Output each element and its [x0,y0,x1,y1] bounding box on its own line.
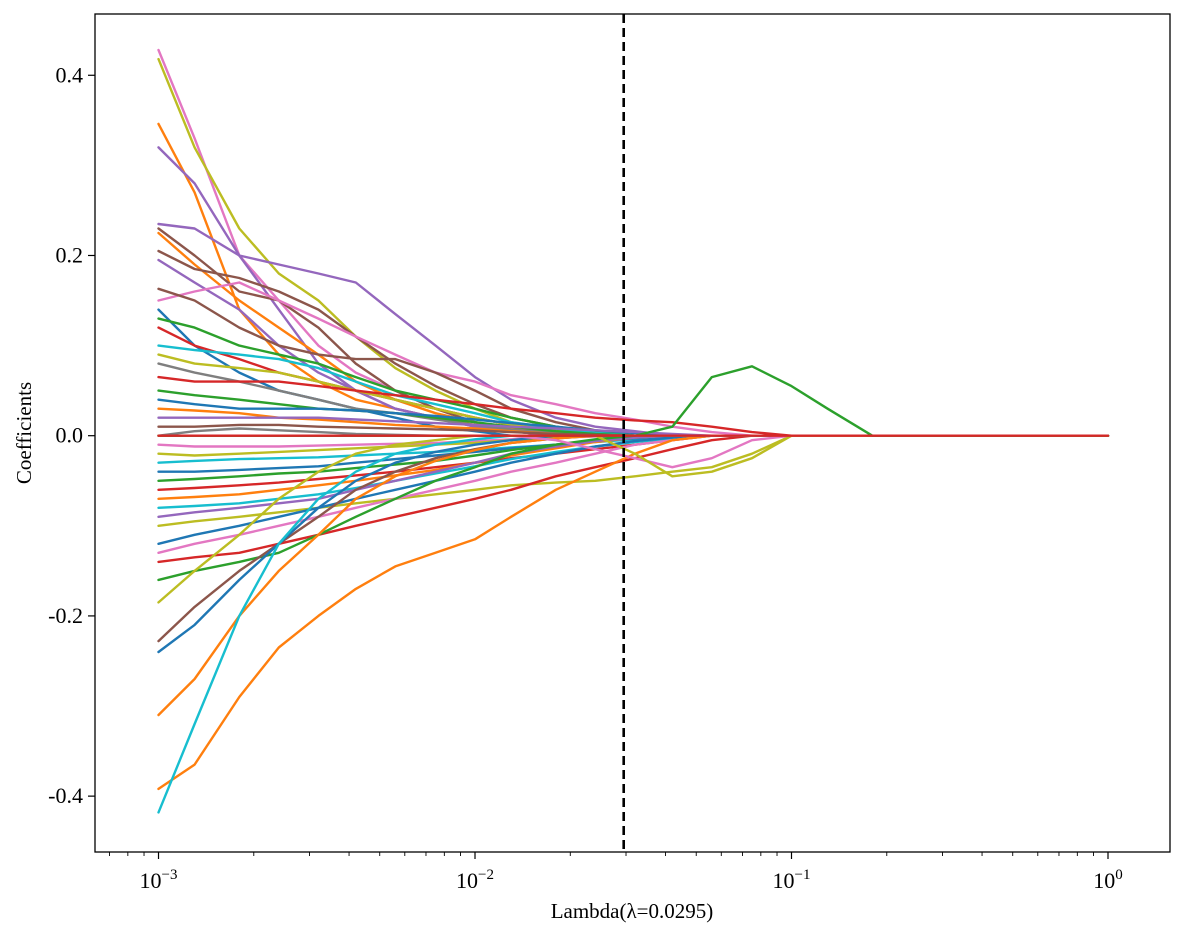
y-tick-label: -0.4 [48,783,83,808]
x-tick-label: 10−1 [773,867,811,893]
y-tick-label: 0.4 [56,62,84,87]
coefficient-lines [157,48,1110,814]
plot-frame [94,13,1171,853]
x-axis-ticks: 10−3 10−2 10−1 100 [109,852,1123,893]
y-axis-label: Coefficients [12,382,36,484]
x-tick-label: 10−2 [456,867,494,893]
y-tick-label: 0.0 [56,423,84,448]
y-axis-ticks: 0.4 0.2 0.0 -0.2 -0.4 [48,62,95,808]
x-tick-label: 100 [1093,867,1123,893]
y-tick-label: -0.2 [48,603,83,628]
x-axis-label: Lambda(λ=0.0295) [551,899,714,923]
y-tick-label: 0.2 [56,242,84,267]
x-tick-label: 10−3 [140,867,178,893]
